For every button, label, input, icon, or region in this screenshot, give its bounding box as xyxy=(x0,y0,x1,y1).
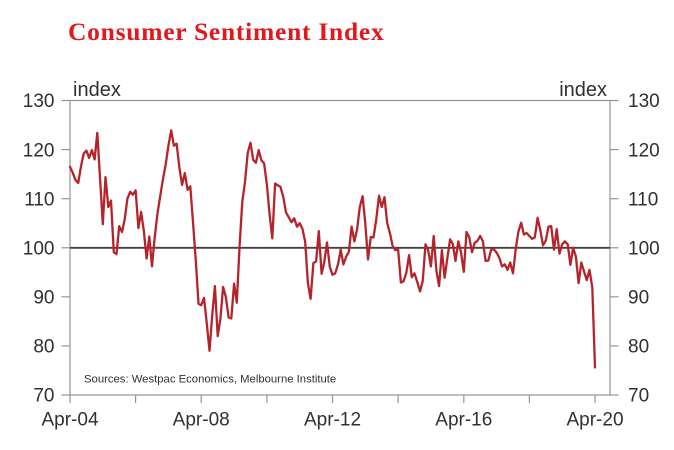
svg-text:110: 110 xyxy=(628,189,658,210)
svg-text:90: 90 xyxy=(628,288,649,309)
svg-text:Apr-16: Apr-16 xyxy=(435,410,492,431)
svg-text:100: 100 xyxy=(628,238,660,259)
svg-text:110: 110 xyxy=(24,189,54,210)
svg-text:70: 70 xyxy=(628,386,649,407)
svg-text:80: 80 xyxy=(33,337,54,358)
svg-text:Apr-08: Apr-08 xyxy=(173,410,230,431)
svg-text:120: 120 xyxy=(23,140,55,161)
svg-text:130: 130 xyxy=(628,91,660,112)
svg-text:Sources: Westpac Economics, Me: Sources: Westpac Economics, Melbourne In… xyxy=(84,373,336,385)
svg-text:Apr-20: Apr-20 xyxy=(566,410,623,431)
svg-text:100: 100 xyxy=(23,238,55,259)
svg-text:Apr-12: Apr-12 xyxy=(304,410,361,431)
svg-text:80: 80 xyxy=(628,337,649,358)
svg-text:index: index xyxy=(559,79,607,101)
svg-text:120: 120 xyxy=(628,140,660,161)
svg-text:90: 90 xyxy=(33,288,54,309)
svg-text:70: 70 xyxy=(33,386,54,407)
svg-text:index: index xyxy=(73,79,121,101)
svg-text:Apr-04: Apr-04 xyxy=(41,410,98,431)
svg-text:130: 130 xyxy=(23,91,55,112)
